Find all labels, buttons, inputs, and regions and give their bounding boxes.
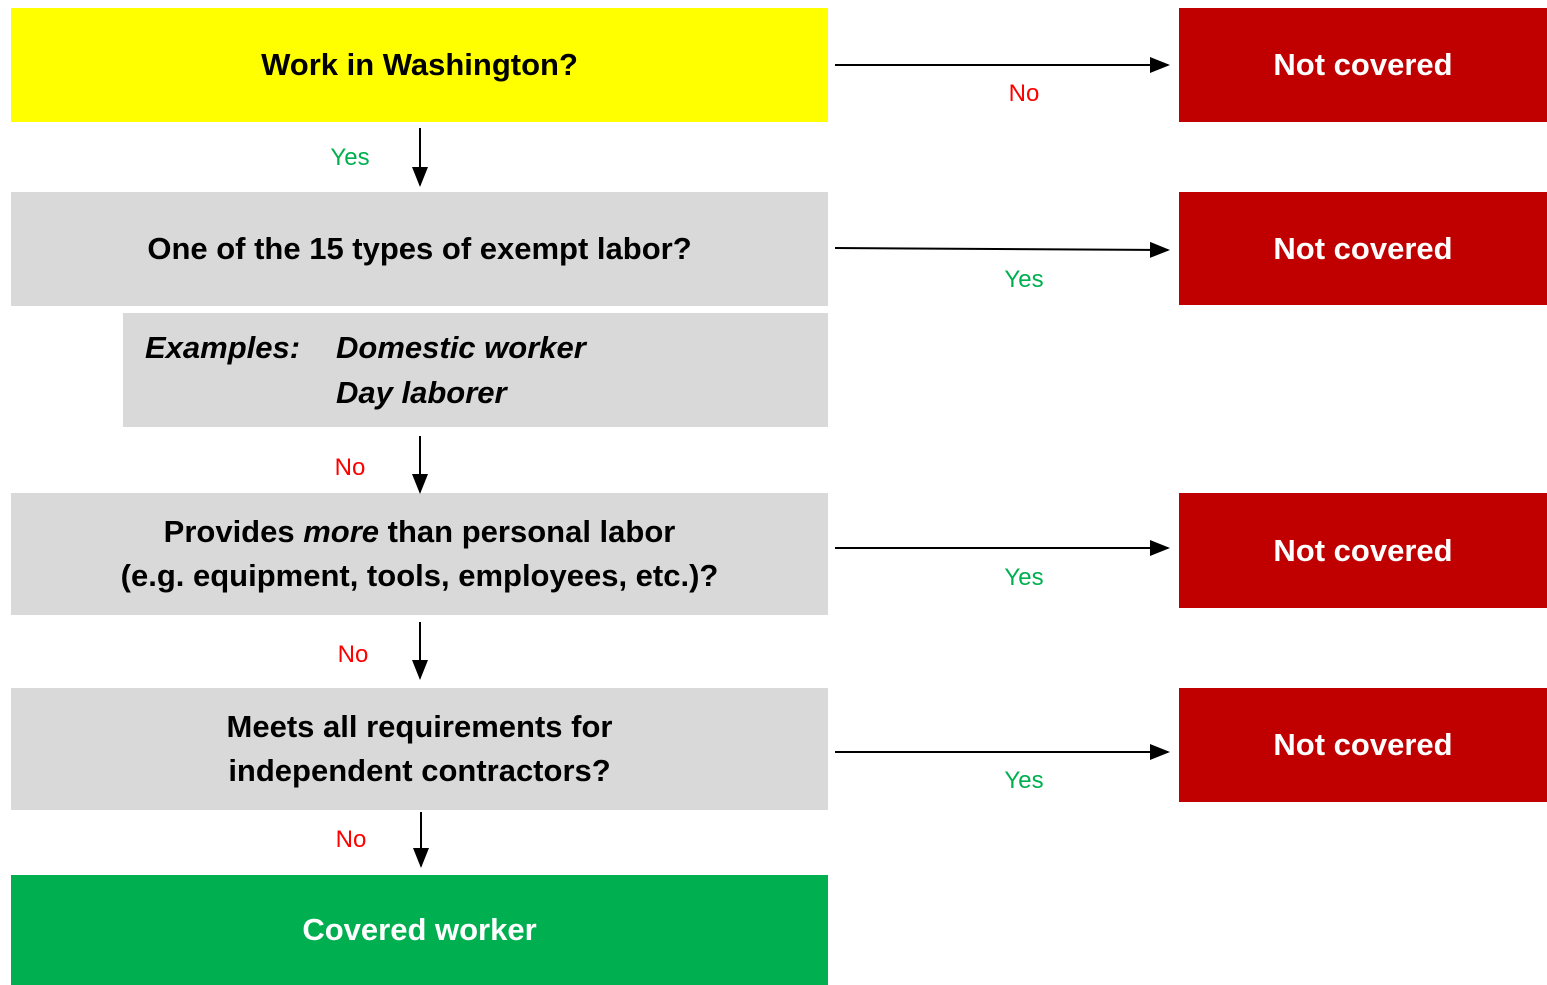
- outcome: Not covered: [1273, 532, 1453, 568]
- edge-label: No: [337, 641, 369, 668]
- edge-label: No: [335, 826, 367, 853]
- question: One of the 15 types of exempt labor?: [147, 231, 692, 266]
- examples-heading: Examples:: [145, 330, 301, 365]
- question-line: independent contractors?: [228, 753, 611, 788]
- example: Domestic worker: [336, 330, 586, 365]
- edge-label: No: [1008, 80, 1040, 107]
- final-box: Covered worker: [11, 875, 828, 985]
- question-part: than personal labor: [387, 514, 676, 549]
- arrow: [834, 241, 1170, 258]
- outcome: Not covered: [1273, 47, 1453, 82]
- edge-label: Yes: [1004, 266, 1044, 293]
- outcome: Not covered: [1273, 727, 1453, 762]
- final-outcome: Covered worker: [302, 912, 537, 947]
- outcome-box: Not covered: [1179, 8, 1547, 122]
- outcome-box: Not covered: [1179, 493, 1547, 608]
- examples-box: Examples: Domestic worker Day laborer: [123, 313, 828, 427]
- outcome-box: Not covered: [1179, 192, 1547, 305]
- edge-label: Yes: [1004, 767, 1044, 794]
- question-box: Meets all requirements for independent c…: [11, 688, 828, 810]
- outcome: Not covered: [1273, 230, 1453, 266]
- question-line: Meets all requirements for: [226, 709, 613, 744]
- question-part: Provides: [163, 514, 295, 549]
- example: Day laborer: [336, 375, 507, 410]
- outcome-box: Not covered: [1179, 688, 1547, 802]
- question-box: One of the 15 types of exempt labor?: [11, 192, 828, 306]
- question: Work in Washington?: [261, 47, 578, 82]
- question-line: (e.g. equipment, tools, employees, etc.)…: [120, 558, 719, 593]
- question-box: Provides more than personal labor (e.g. …: [11, 493, 828, 615]
- edge-label: No: [334, 454, 366, 481]
- question-line: Provides more than personal labor: [164, 510, 676, 554]
- question-box: Work in Washington?: [11, 8, 828, 122]
- question-emphasis: more: [303, 514, 380, 549]
- edge-label: Yes: [330, 144, 370, 171]
- edge-label: Yes: [1004, 564, 1044, 591]
